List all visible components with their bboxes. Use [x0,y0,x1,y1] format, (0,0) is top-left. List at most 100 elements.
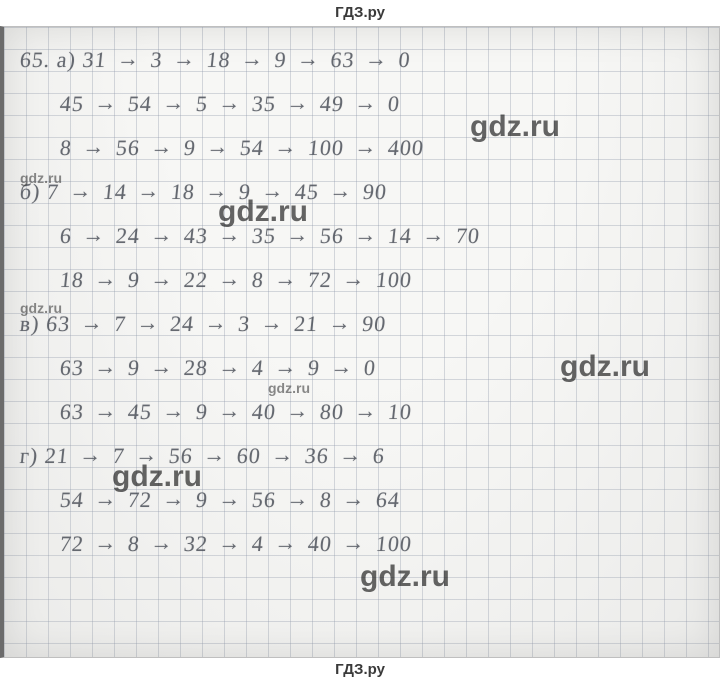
handwriting-line: 54 → 72 → 9 → 56 → 8 → 64 [18,478,707,522]
chain-value: 9 [195,399,210,424]
arrow-icon: → [204,125,232,169]
arrow-icon: → [340,257,368,301]
chain-value: 7 [46,179,61,204]
chain-value: 6 [59,223,74,248]
chain-value: 3 [149,47,164,72]
handwriting-line: 63 → 9 → 28 → 4 → 9 → 0 [18,346,707,390]
arrow-icon: → [420,213,448,257]
chain-value: 14 [102,179,129,204]
arrow-icon: → [216,477,244,521]
line-prefix: в) [19,311,41,336]
chain-value: 49 [319,91,346,116]
arrow-icon: → [284,213,312,257]
chain-value: 0 [387,91,402,116]
arrow-icon: → [272,521,300,565]
arrow-icon: → [92,345,120,389]
handwriting-line: б) 7 → 14 → 18 → 9 → 45 → 90 [18,170,707,214]
arrow-icon: → [67,169,95,213]
chain-value: 100 [375,267,414,292]
chain-value: 3 [237,311,252,336]
arrow-icon: → [216,81,244,125]
arrow-icon: → [327,301,355,345]
arrow-icon: → [92,389,120,433]
chain-value: 18 [205,47,232,72]
chain-value: 72 [307,267,334,292]
arrow-icon: → [148,521,176,565]
arrow-icon: → [92,477,120,521]
chain-value: 45 [127,399,154,424]
chain-value: 4 [251,355,266,380]
arrow-icon: → [216,521,244,565]
chain-value: 18 [59,267,86,292]
chain-value: 21 [44,443,71,468]
chain-value: 9 [195,487,210,512]
arrow-icon: → [133,433,161,477]
chain-value: 21 [293,311,320,336]
chain-value: 100 [375,531,414,556]
arrow-icon: → [92,521,120,565]
chain-value: 8 [127,531,142,556]
chain-value: 28 [183,355,210,380]
arrow-icon: → [216,345,244,389]
handwriting-line: 72 → 8 → 32 → 4 → 40 → 100 [18,522,707,566]
chain-value: 56 [319,223,346,248]
arrow-icon: → [272,125,300,169]
chain-value: 64 [375,487,402,512]
chain-value: 22 [183,267,210,292]
handwriting-line: 18 → 9 → 22 → 8 → 72 → 100 [18,258,707,302]
chain-value: 35 [251,223,278,248]
arrow-icon: → [284,389,312,433]
arrow-icon: → [340,477,368,521]
line-prefix: б) [19,179,42,204]
chain-value: 60 [236,443,263,468]
chain-value: 35 [251,91,278,116]
arrow-icon: → [148,257,176,301]
arrow-icon: → [327,169,355,213]
arrow-icon: → [352,81,380,125]
chain-value: 56 [251,487,278,512]
chain-value: 10 [387,399,414,424]
arrow-icon: → [284,477,312,521]
chain-value: 40 [251,399,278,424]
site-footer: ГДЗ.ру [0,661,720,678]
chain-value: 9 [183,135,198,160]
page-root: ГДЗ.ру 65. а) 31 → 3 → 18 → 9 → 63 → 045… [0,0,720,680]
arrow-icon: → [259,301,287,345]
chain-value: 24 [115,223,142,248]
chain-value: 54 [127,91,154,116]
chain-value: 54 [59,487,86,512]
chain-value: 80 [319,399,346,424]
arrow-icon: → [79,301,107,345]
arrow-icon: → [216,257,244,301]
arrow-icon: → [352,213,380,257]
chain-value: 8 [319,487,334,512]
arrow-icon: → [160,81,188,125]
arrow-icon: → [148,213,176,257]
chain-value: 9 [307,355,322,380]
chain-value: 63 [329,47,356,72]
arrow-icon: → [148,345,176,389]
handwriting-line: 8 → 56 → 9 → 54 → 100 → 400 [18,126,707,170]
chain-value: 45 [59,91,86,116]
chain-value: 63 [59,399,86,424]
arrow-icon: → [363,37,391,81]
arrow-icon: → [148,125,176,169]
arrow-icon: → [216,389,244,433]
arrow-icon: → [203,169,231,213]
chain-value: 70 [455,223,482,248]
chain-value: 31 [81,47,108,72]
arrow-icon: → [352,389,380,433]
arrow-icon: → [92,257,120,301]
arrow-icon: → [135,169,163,213]
chain-value: 45 [294,179,321,204]
arrow-icon: → [216,213,244,257]
chain-value: 9 [273,47,288,72]
chain-value: 6 [372,443,387,468]
handwriting-line: 65. а) 31 → 3 → 18 → 9 → 63 → 0 [18,38,707,82]
chain-value: 100 [307,135,346,160]
chain-value: 54 [239,135,266,160]
chain-value: 40 [307,531,334,556]
site-header: ГДЗ.ру [0,4,720,21]
arrow-icon: → [201,433,229,477]
arrow-icon: → [272,257,300,301]
